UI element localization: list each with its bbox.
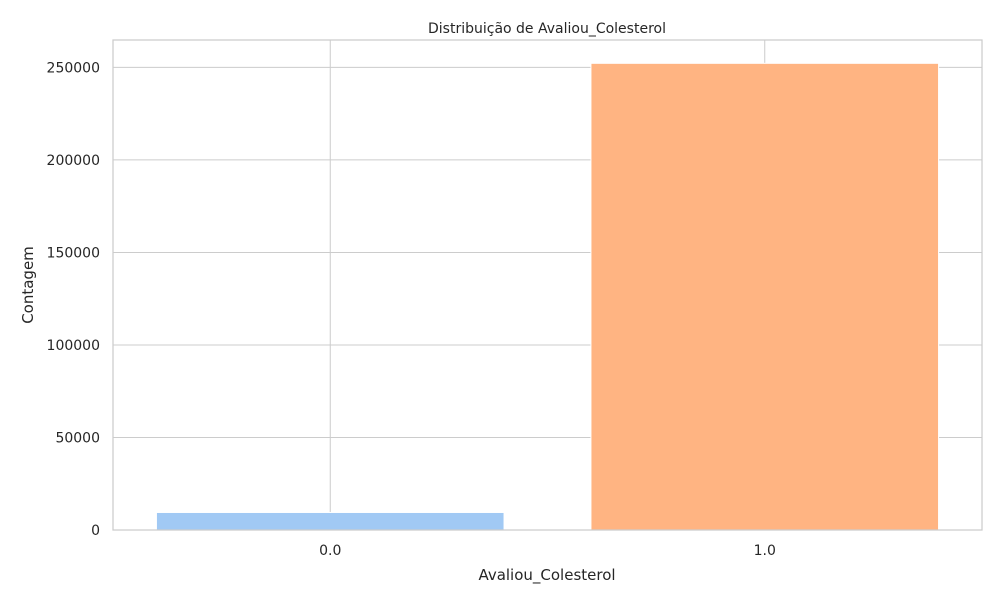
y-tick-label: 50000 [55, 430, 100, 446]
y-tick-label: 250000 [47, 60, 100, 76]
y-tick-label: 150000 [47, 245, 100, 261]
bars [155, 62, 940, 531]
plot-frame [112, 39, 983, 531]
grid-lines [113, 40, 982, 531]
y-tick-label: 200000 [47, 153, 100, 169]
y-tick-label: 0 [91, 523, 100, 539]
y-axis-label: Contagem [19, 246, 37, 324]
x-axis-label: Avaliou_Colesterol [478, 566, 615, 585]
y-tick-label: 100000 [47, 338, 100, 354]
chart-title: Distribuição de Avaliou_Colesterol [428, 21, 666, 37]
x-tick-label: 1.0 [754, 543, 776, 559]
y-ticks: 0 50000 100000 150000 200000 250000 [47, 60, 100, 539]
bar-0.0 [155, 511, 505, 531]
bar-1.0 [590, 62, 940, 531]
x-tick-label: 0.0 [319, 543, 341, 559]
x-ticks: 0.0 1.0 [319, 543, 776, 559]
